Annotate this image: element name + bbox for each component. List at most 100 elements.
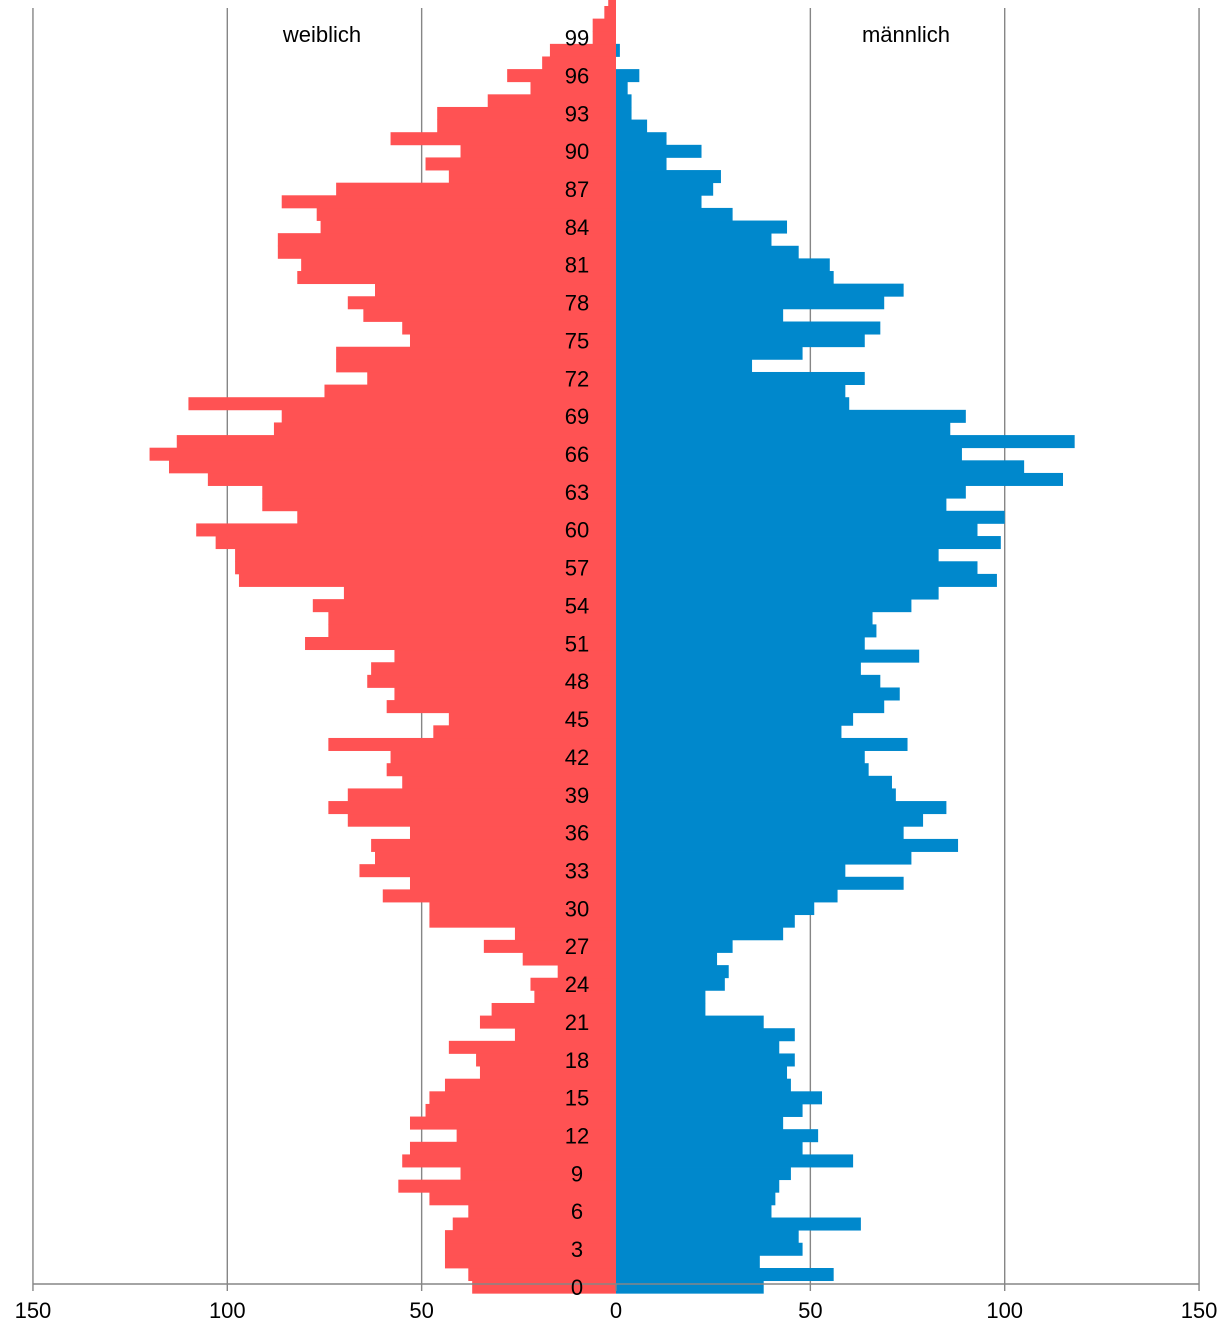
bar-maennlich — [616, 637, 865, 651]
bar-maennlich — [616, 536, 1001, 550]
age-tick-label: 81 — [565, 253, 589, 278]
bar-weiblich — [530, 81, 616, 95]
bar-maennlich — [616, 763, 869, 777]
bar-maennlich — [616, 965, 729, 979]
bar-weiblich — [386, 763, 616, 777]
bar-weiblich — [592, 18, 616, 32]
legend-label-maennlich: männlich — [862, 22, 950, 47]
bar-maennlich — [616, 599, 912, 613]
bar-maennlich — [616, 447, 962, 461]
age-tick-label: 66 — [565, 442, 589, 467]
bar-weiblich — [168, 460, 616, 474]
x-tick-label: 150 — [15, 1298, 52, 1323]
age-tick-label: 24 — [565, 972, 589, 997]
bar-weiblich — [363, 308, 616, 322]
bar-weiblich — [522, 952, 616, 966]
bar-maennlich — [616, 1230, 799, 1244]
x-tick-label: 0 — [610, 1298, 622, 1323]
bar-weiblich — [359, 864, 616, 878]
bar-maennlich — [616, 498, 947, 512]
bar-weiblich — [336, 182, 616, 196]
age-tick-label: 96 — [565, 63, 589, 88]
bar-maennlich — [616, 1192, 776, 1206]
age-tick-label: 39 — [565, 783, 589, 808]
bar-maennlich — [616, 182, 714, 196]
bar-maennlich — [616, 1116, 784, 1130]
bar-maennlich — [616, 422, 951, 436]
bar-maennlich — [616, 801, 947, 815]
bar-weiblich — [324, 384, 616, 398]
age-tick-label: 48 — [565, 669, 589, 694]
bar-weiblich — [483, 939, 616, 953]
bar-maennlich — [616, 611, 873, 625]
bar-maennlich — [616, 308, 784, 322]
bar-maennlich — [616, 409, 966, 423]
bar-weiblich — [328, 737, 616, 751]
bar-weiblich — [479, 1015, 616, 1029]
bar-weiblich — [347, 788, 616, 802]
bar-weiblich — [390, 750, 616, 764]
bar-maennlich — [616, 472, 1064, 486]
bar-maennlich — [616, 523, 978, 537]
age-tick-label: 3 — [571, 1237, 583, 1262]
bar-weiblich — [437, 119, 616, 133]
bar-maennlich — [616, 750, 865, 764]
bar-weiblich — [409, 1116, 616, 1130]
bar-maennlich — [616, 1154, 854, 1168]
bar-maennlich — [616, 132, 667, 146]
x-tick-label: 50 — [409, 1298, 433, 1323]
bar-maennlich — [616, 1078, 791, 1092]
bar-maennlich — [616, 1015, 764, 1029]
bar-maennlich — [616, 271, 834, 285]
bar-weiblich — [297, 271, 616, 285]
bar-maennlich — [616, 674, 881, 688]
bar-weiblich — [215, 536, 616, 550]
age-tick-label: 18 — [565, 1048, 589, 1073]
bar-weiblich — [367, 674, 616, 688]
age-tick-label: 75 — [565, 328, 589, 353]
bar-weiblich — [336, 346, 616, 360]
bar-maennlich — [616, 43, 620, 57]
bar-weiblich — [149, 447, 616, 461]
bar-weiblich — [409, 876, 616, 890]
bar-weiblich — [281, 195, 616, 209]
age-tick-label: 12 — [565, 1123, 589, 1148]
bar-weiblich — [468, 1268, 616, 1282]
bar-weiblich — [437, 106, 616, 120]
bar-maennlich — [616, 510, 1005, 524]
bar-weiblich — [487, 94, 616, 108]
bar-weiblich — [433, 725, 616, 739]
bar-weiblich — [542, 56, 616, 70]
bar-weiblich — [312, 599, 616, 613]
bar-maennlich — [616, 624, 877, 638]
bar-maennlich — [616, 712, 854, 726]
bar-maennlich — [616, 1268, 834, 1282]
bar-weiblich — [456, 1129, 616, 1143]
bar-maennlich — [616, 321, 881, 335]
bar-maennlich — [616, 864, 846, 878]
bar-maennlich — [616, 283, 904, 297]
bar-weiblich — [468, 1204, 616, 1218]
bar-weiblich — [444, 1078, 616, 1092]
bar-maennlich — [616, 687, 900, 701]
bar-weiblich — [514, 927, 616, 941]
bar-weiblich — [507, 69, 616, 83]
bar-weiblich — [448, 170, 616, 184]
age-tick-label: 84 — [565, 215, 589, 240]
bar-weiblich — [277, 245, 616, 259]
age-tick-label: 54 — [565, 593, 589, 618]
bar-maennlich — [616, 586, 939, 600]
age-tick-label: 63 — [565, 480, 589, 505]
bar-maennlich — [616, 561, 978, 575]
bar-maennlich — [616, 1179, 780, 1193]
bar-weiblich — [425, 157, 616, 171]
bar-weiblich — [402, 1154, 616, 1168]
bar-maennlich — [616, 460, 1025, 474]
series-maennlich — [616, 43, 1075, 1294]
bar-maennlich — [616, 649, 920, 663]
bar-maennlich — [616, 1028, 795, 1042]
age-tick-label: 27 — [565, 934, 589, 959]
bar-weiblich — [382, 889, 616, 903]
bar-maennlich — [616, 1242, 803, 1256]
